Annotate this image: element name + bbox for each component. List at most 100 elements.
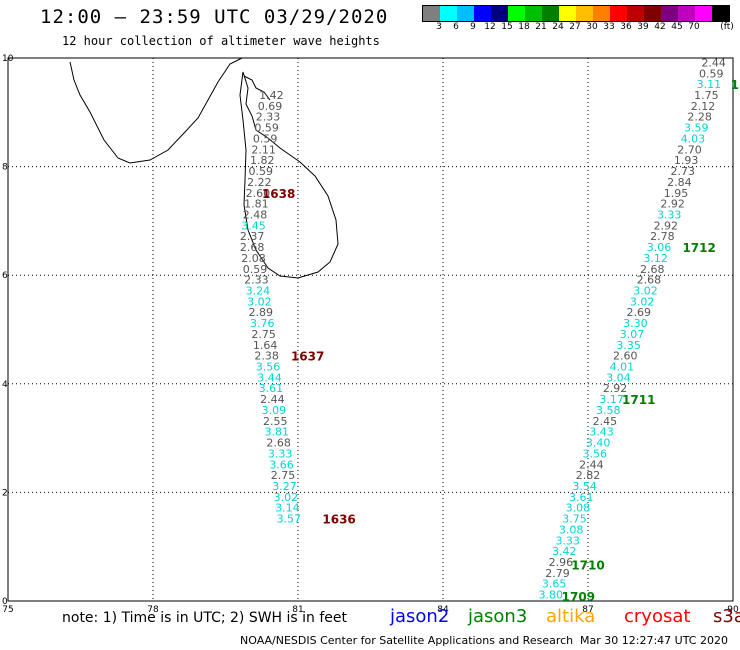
wave-height-value: 0.69: [258, 100, 283, 113]
palk-strait-coastline: [243, 75, 271, 101]
wave-height-value: 2.68: [266, 437, 291, 450]
wave-height-value: 2.60: [246, 187, 271, 200]
wave-height-value: 3.14: [275, 502, 300, 515]
legend-swatch: [678, 6, 695, 21]
wave-height-value: 3.75: [562, 513, 587, 526]
wave-height-value: 3.06: [647, 241, 672, 254]
satellite-s3a: s3a: [713, 606, 740, 627]
legend-label: 9: [470, 22, 476, 32]
legend-swatch: [440, 6, 457, 21]
wave-height-value: 2.28: [687, 111, 712, 124]
wave-height-value: 3.80: [539, 589, 564, 602]
wave-height-value: 3.57: [277, 513, 302, 526]
wave-height-value: 3.02: [630, 295, 655, 308]
wave-height-value: 2.92: [660, 198, 685, 211]
satellite-altika: altika: [546, 606, 596, 627]
legend-swatch: [508, 6, 525, 21]
wave-height-value: 3.30: [623, 317, 648, 330]
wave-height-value: 3.76: [250, 317, 275, 330]
pass-time-label: 1709: [562, 590, 595, 604]
legend-swatch: [593, 6, 610, 21]
legend-unit: (ft): [720, 22, 734, 32]
legend-swatch: [610, 6, 627, 21]
legend-label: 6: [453, 22, 459, 32]
legend-label: 45: [671, 22, 683, 32]
legend-swatch: [644, 6, 661, 21]
wave-height-value: 3.35: [616, 339, 641, 352]
legend-label: 30: [586, 22, 598, 32]
legend-label: 3: [436, 22, 442, 32]
legend-label: 36: [620, 22, 632, 32]
wave-height-value: 2.73: [670, 165, 695, 178]
legend-swatch: [542, 6, 559, 21]
wave-height-value: 0.59: [249, 165, 274, 178]
wave-height-value: 1.93: [674, 154, 699, 167]
wave-height-value: 4.03: [681, 132, 706, 145]
legend-swatch: [559, 6, 576, 21]
satellite-cryosat: cryosat: [624, 606, 691, 627]
wave-height-value: 2.68: [240, 241, 265, 254]
wave-height-value: 3.66: [269, 458, 294, 471]
x-tick-label: 78: [147, 605, 159, 615]
wave-height-value: 3.12: [643, 252, 668, 265]
legend-swatch: [491, 6, 508, 21]
legend-label: 27: [569, 22, 581, 32]
wave-height-value: 3.27: [272, 480, 297, 493]
wave-height-value: 4.01: [610, 361, 635, 374]
wave-height-value: 2.45: [593, 415, 618, 428]
wave-height-value: 2.11: [251, 143, 276, 156]
legend-label: 21: [535, 22, 547, 32]
wave-height-value: 3.08: [559, 523, 584, 536]
india-coastline: [69, 57, 243, 164]
wave-height-value: 2.78: [650, 230, 675, 243]
sri-lanka-coastline: [239, 71, 339, 279]
wave-height-value: 3.45: [241, 219, 266, 232]
pass-time-label: 1712: [682, 241, 715, 255]
x-tick-label: 84: [437, 605, 449, 615]
map-subtitle: 12 hour collection of altimeter wave hei…: [62, 34, 380, 48]
credit-text: NOAA/NESDIS Center for Satellite Applica…: [240, 634, 574, 647]
wave-height-value: 2.92: [654, 219, 679, 232]
x-tick-label: 75: [2, 605, 13, 615]
wave-height-value: 3.33: [657, 208, 682, 221]
legend-swatch: [661, 6, 678, 21]
legend-swatch: [712, 6, 729, 21]
legend-swatch: [627, 6, 644, 21]
wave-height-value: 3.02: [274, 491, 299, 504]
wave-height-value: 3.56: [583, 447, 608, 460]
legend-swatch: [695, 6, 712, 21]
wave-height-value: 3.61: [259, 382, 284, 395]
wave-height-value: 1.64: [253, 339, 278, 352]
wave-height-value: 3.59: [684, 122, 709, 135]
wave-height-value: 2.12: [691, 100, 716, 113]
pass-time-label-partial: 1: [731, 78, 739, 92]
wave-height-value: 2.92: [603, 382, 628, 395]
wave-height-value: 2.84: [667, 176, 692, 189]
wave-height-value: 2.75: [251, 328, 276, 341]
pass-time-label: 1637: [291, 350, 324, 364]
wave-height-value: 2.70: [677, 143, 702, 156]
legend-label: 15: [501, 22, 513, 32]
wave-height-value: 2.79: [545, 567, 570, 580]
legend-label: 33: [603, 22, 615, 32]
legend-label: 12: [484, 22, 496, 32]
wave-height-value: 1.82: [250, 154, 275, 167]
wave-height-value: 2.33: [244, 274, 269, 287]
wave-height-value: 3.81: [264, 426, 289, 439]
wave-height-value: 2.69: [627, 306, 652, 319]
pass-time-label: 1710: [571, 559, 604, 573]
satellite-jason2: jason2: [390, 606, 450, 627]
wave-height-value: 3.02: [247, 295, 272, 308]
wave-height-value: 2.48: [243, 208, 268, 221]
wave-height-value: 2.60: [613, 350, 638, 363]
legend-swatch: [474, 6, 491, 21]
pass-time-label: 1636: [322, 513, 355, 527]
wave-height-value: 2.22: [247, 176, 272, 189]
wave-height-value: 2.37: [240, 230, 265, 243]
wave-height-value: 3.11: [697, 78, 722, 91]
plot-frame: [7, 57, 734, 602]
wave-height-value: 3.40: [586, 437, 611, 450]
y-tick-label: 4: [2, 380, 8, 390]
legend-label: 42: [654, 22, 666, 32]
